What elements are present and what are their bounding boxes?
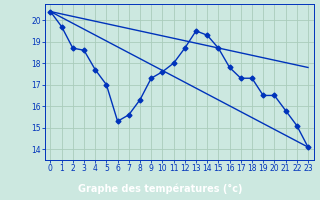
Text: Graphe des températures (°c): Graphe des températures (°c) xyxy=(78,184,242,194)
